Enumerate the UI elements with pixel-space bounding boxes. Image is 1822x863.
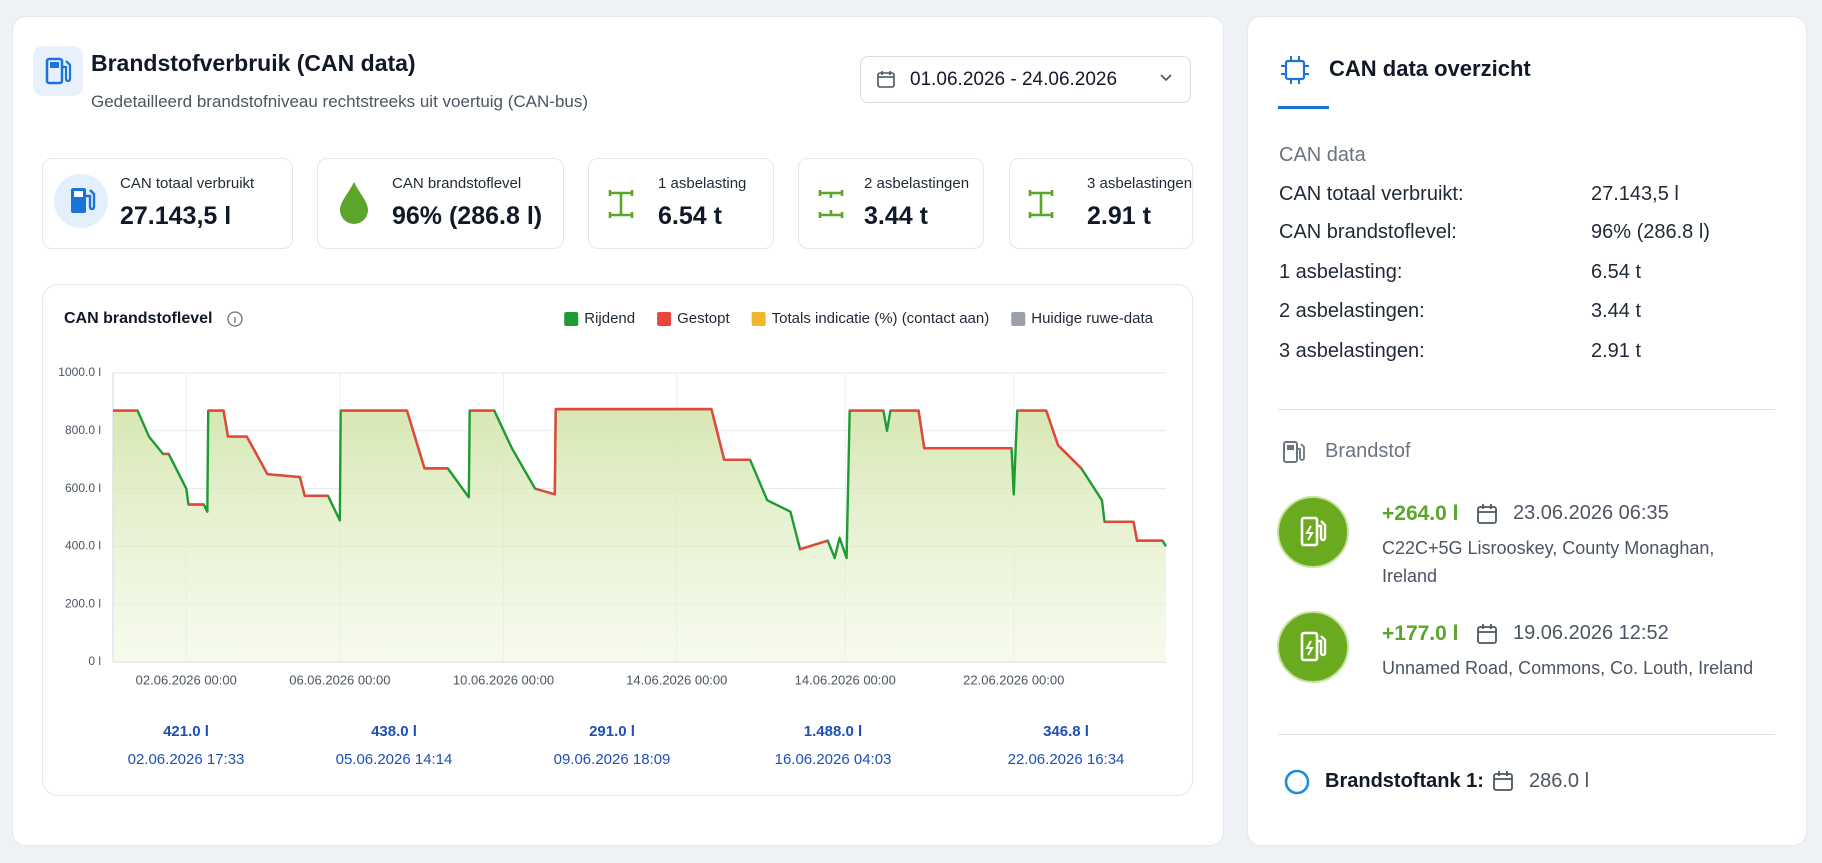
refuel-amount: 1.488.0 l	[804, 723, 862, 740]
kpi-label: 2 asbelastingen	[864, 175, 970, 192]
tank-value: 286.0 l	[1529, 770, 1590, 792]
x-tick-label: 10.06.2026 00:00	[453, 672, 554, 687]
y-tick-label: 400.0 l	[65, 539, 101, 553]
kpi-card	[798, 158, 984, 249]
kpi-value: 96% (286.8 l)	[392, 202, 543, 230]
chevron	[1160, 74, 1172, 82]
kpi-card	[1009, 158, 1193, 249]
kpi-icon	[340, 182, 368, 224]
legend-label: Huidige ruwe-data	[1031, 310, 1153, 327]
kpi-label: 3 asbelastingen	[1087, 175, 1193, 192]
legend-swatch	[657, 312, 672, 326]
refuel-amount: +264.0 l	[1382, 502, 1459, 525]
fuel-small-icon	[1283, 441, 1305, 463]
date-range[interactable]: 01.06.2026 - 24.06.2026	[910, 69, 1118, 90]
legend-swatch	[1011, 312, 1026, 326]
refuel-amount: 291.0 l	[589, 723, 635, 740]
refuel-amount: 438.0 l	[371, 723, 417, 740]
axle-icon	[608, 190, 634, 218]
calendar-icon	[1493, 771, 1513, 791]
refuel-address: C22C+5G Lisrooskey, County Monaghan, Ire…	[1382, 538, 1715, 586]
info-icon[interactable]	[227, 311, 243, 327]
legend-label: Totals indicatie (%) (contact aan)	[772, 310, 990, 327]
x-tick-label: 14.06.2026 00:00	[795, 672, 896, 687]
chip-icon	[1281, 56, 1309, 84]
y-tick-label: 800.0 l	[65, 423, 101, 437]
row-value: 6.54 t	[1591, 261, 1642, 283]
refuel-time: 02.06.2026 17:33	[128, 751, 245, 768]
divider	[1278, 409, 1775, 410]
legend-swatch	[564, 312, 579, 326]
x-tick-label: 22.06.2026 00:00	[963, 672, 1064, 687]
area	[113, 409, 1166, 662]
tank-label: Brandstoftank 1:	[1325, 770, 1484, 792]
refuel-amount: +177.0 l	[1382, 622, 1459, 645]
axle-icon	[1028, 190, 1054, 218]
refuel-icon	[1277, 496, 1349, 568]
fuel-icon	[33, 46, 83, 96]
row-value: 3.44 t	[1591, 300, 1642, 322]
refuel-icon	[1277, 611, 1349, 683]
refuel-amount: 421.0 l	[163, 723, 209, 740]
calendar-icon	[1477, 624, 1497, 644]
fuel-section: Brandstof	[1325, 440, 1411, 462]
x-tick-label: 06.06.2026 00:00	[289, 672, 390, 687]
kpi-icon	[54, 174, 108, 228]
refuel-time: 09.06.2026 18:09	[554, 751, 671, 768]
refuel-address: Unnamed Road, Commons, Co. Louth, Irelan…	[1382, 658, 1754, 678]
refuel-time: 05.06.2026 14:14	[336, 751, 453, 768]
chart: CAN brandstoflevel Huidige ruwe-data Tota…	[58, 310, 1168, 768]
row-value: 2.91 t	[1591, 340, 1642, 362]
kpi-value: 6.54 t	[658, 202, 722, 230]
tank-status	[1284, 769, 1310, 795]
kpi-label: CAN brandstoflevel	[392, 175, 522, 192]
legend-label: Rijdend	[584, 310, 635, 327]
page-title: Brandstofverbruik (CAN data)	[91, 50, 416, 76]
row-label: 2 asbelastingen:	[1279, 300, 1425, 322]
legend-swatch	[751, 312, 766, 326]
kpi-label: CAN totaal verbruikt	[120, 175, 255, 192]
refuel-time: 23.06.2026 06:35	[1513, 502, 1669, 524]
chart-title: CAN brandstoflevel	[64, 310, 212, 327]
calendar-icon	[877, 71, 895, 88]
refuel-amount: 346.8 l	[1043, 723, 1089, 740]
y-tick-label: 200.0 l	[65, 596, 101, 610]
side-panel	[1247, 16, 1807, 846]
row-value: 27.143,5 l	[1591, 183, 1679, 205]
side-title: CAN data overzicht	[1329, 56, 1531, 81]
calendar-icon	[1477, 504, 1497, 524]
row-label: CAN brandstoflevel:	[1279, 221, 1457, 243]
series-line	[113, 407, 1163, 551]
y-tick-label: 0 l	[88, 654, 101, 668]
y-tick-label: 600.0 l	[65, 481, 101, 495]
row-label: 3 asbelastingen:	[1279, 340, 1425, 362]
kpi-value: 27.143,5 l	[120, 202, 232, 230]
refuel-time: 19.06.2026 12:52	[1513, 622, 1669, 644]
date-picker[interactable]	[860, 56, 1191, 103]
axle-icon	[818, 190, 844, 218]
kpi-value: 3.44 t	[864, 202, 928, 230]
page-subtitle: Gedetailleerd brandstofniveau rechtstree…	[91, 92, 589, 111]
y-tick-label: 1000.0 l	[58, 365, 101, 379]
x-tick-label: 02.06.2026 00:00	[136, 672, 237, 687]
kpi-value: 2.91 t	[1087, 202, 1151, 230]
row-value: 96% (286.8 l)	[1591, 221, 1710, 243]
section-label: CAN data	[1279, 144, 1366, 166]
row-label: 1 asbelasting:	[1279, 261, 1403, 283]
legend-label: Gestopt	[677, 310, 730, 327]
refuel-time: 16.06.2026 04:03	[775, 751, 892, 768]
divider	[1278, 734, 1775, 735]
tab-underline	[1278, 106, 1329, 109]
row-label: CAN totaal verbruikt:	[1279, 183, 1464, 205]
refuel-time: 22.06.2026 16:34	[1008, 751, 1125, 768]
kpi-card	[588, 158, 774, 249]
x-tick-label: 14.06.2026 00:00	[626, 672, 727, 687]
kpi-label: 1 asbelasting	[658, 175, 747, 192]
